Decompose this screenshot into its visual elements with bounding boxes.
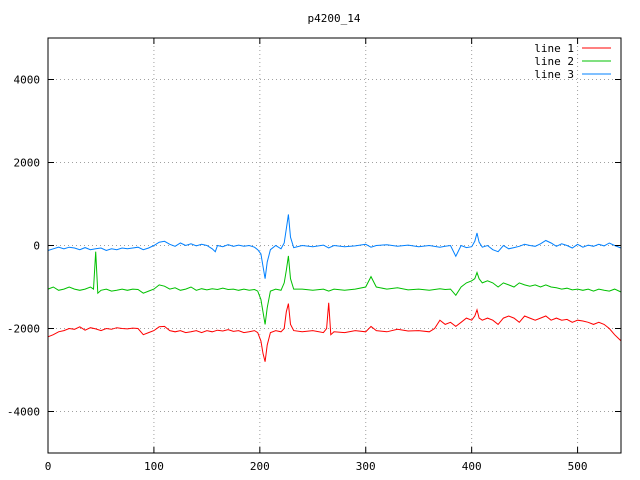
x-tick-label: 100 [144,460,164,473]
x-tick-label: 400 [462,460,482,473]
legend-label-2: line 2 [534,55,574,68]
y-tick-label: 2000 [14,157,41,170]
legend-label-3: line 3 [534,68,574,81]
y-tick-label: -4000 [7,406,40,419]
ticks: 0 100 200 300 400 500 -4000 -2000 0 2000 4000 [7,38,621,473]
chart-title: p4200_14 [308,12,361,25]
series-line-2 [47,251,622,325]
legend-label-1: line 1 [534,42,574,55]
y-tick-label: -2000 [7,323,40,336]
x-tick-label: 500 [568,460,588,473]
y-tick-label: 4000 [14,74,41,87]
series-group [47,214,622,362]
y-tick-label: 0 [33,240,40,253]
x-tick-label: 0 [45,460,52,473]
x-tick-label: 300 [356,460,376,473]
x-tick-label: 200 [250,460,270,473]
series-line-3 [47,214,622,279]
series-line-1 [47,302,622,362]
